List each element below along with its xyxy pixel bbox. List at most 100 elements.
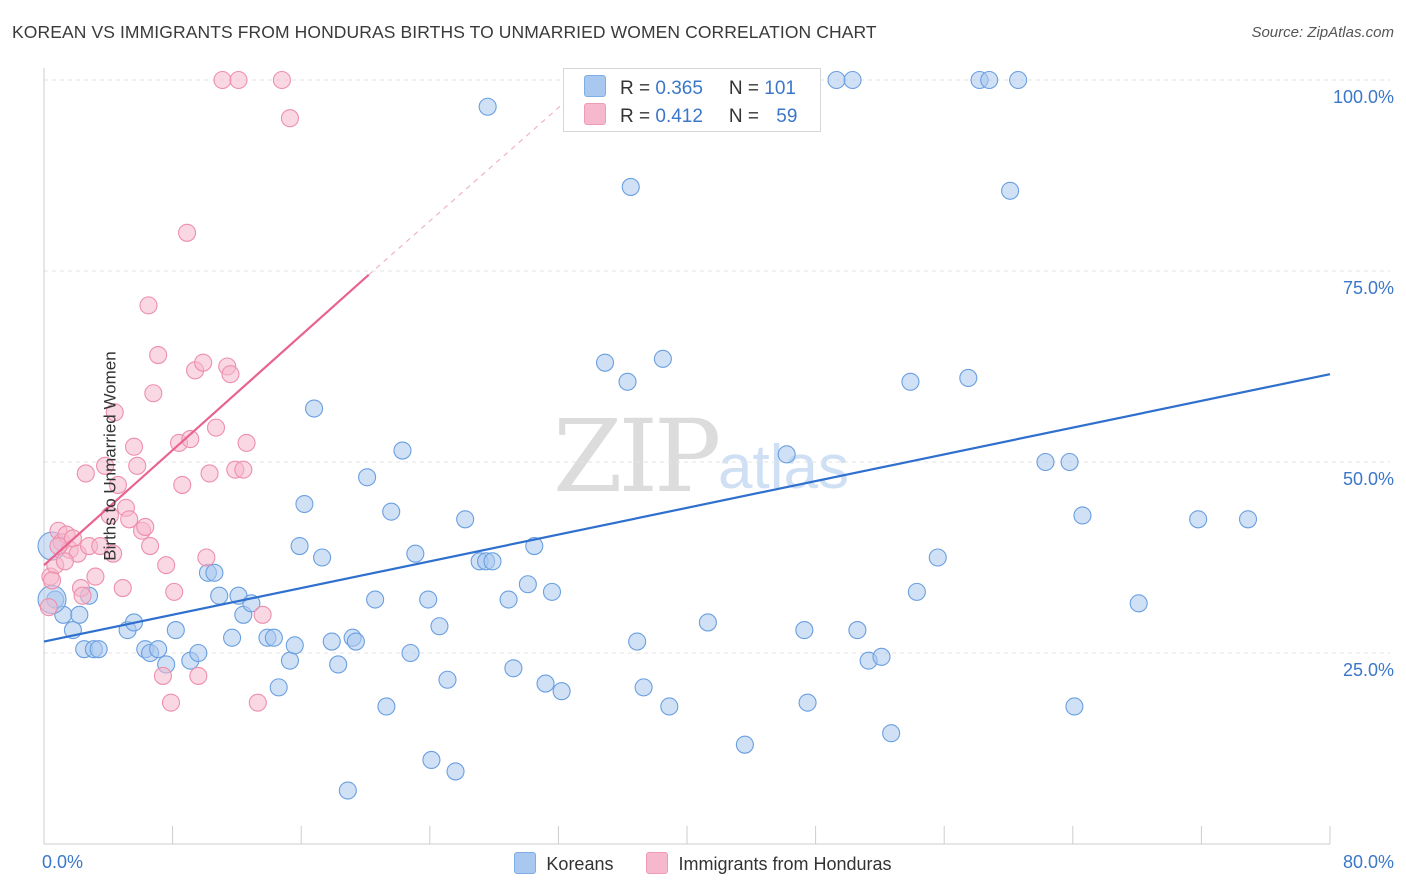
source-label: Source: ZipAtlas.com <box>1251 24 1394 41</box>
point-koreans <box>798 693 817 712</box>
point-honduras <box>149 345 168 365</box>
legend-item-koreans: Koreans <box>514 852 613 875</box>
legend-swatch-honduras <box>584 103 606 125</box>
legend-r-label: R = <box>620 78 656 99</box>
y-tick-label-100: 100.0% <box>1332 87 1394 107</box>
point-honduras <box>120 510 139 529</box>
legend-row-honduras: R = 0.412 N = 59 <box>584 103 797 128</box>
point-koreans <box>959 368 978 388</box>
point-koreans <box>518 575 537 594</box>
point-koreans <box>1238 510 1258 529</box>
point-koreans <box>872 647 891 666</box>
point-koreans <box>848 621 867 640</box>
point-honduras <box>157 556 176 575</box>
point-koreans <box>542 582 562 601</box>
point-koreans <box>1001 181 1020 200</box>
trendline-honduras-extension <box>368 71 599 276</box>
legend-r-label: R = <box>620 106 656 127</box>
stats-legend: R = 0.365 N = 101 R = 0.412 N = 59 <box>563 68 821 132</box>
point-koreans <box>295 494 314 514</box>
point-koreans <box>843 70 862 90</box>
point-koreans <box>285 636 304 655</box>
point-koreans <box>210 586 229 605</box>
point-koreans <box>660 697 679 716</box>
point-honduras <box>86 567 105 586</box>
point-honduras <box>104 544 123 563</box>
point-koreans <box>795 621 814 640</box>
point-koreans <box>928 548 947 567</box>
x-tick-label-max: 80.0% <box>1342 852 1394 872</box>
point-honduras <box>144 384 163 403</box>
point-koreans <box>366 590 385 609</box>
point-honduras <box>39 598 58 617</box>
point-koreans <box>205 563 224 582</box>
point-koreans <box>358 468 377 487</box>
point-honduras <box>173 475 192 494</box>
trendline-honduras <box>43 273 370 566</box>
point-koreans <box>70 605 89 624</box>
point-koreans <box>456 510 475 529</box>
point-koreans <box>1129 594 1148 613</box>
point-koreans <box>980 70 999 90</box>
point-koreans <box>653 349 672 368</box>
point-koreans <box>149 640 168 659</box>
point-koreans <box>525 536 544 556</box>
chart-title: KOREAN VS IMMIGRANTS FROM HONDURAS BIRTH… <box>12 22 877 42</box>
point-koreans <box>1009 70 1028 90</box>
point-honduras <box>128 456 147 475</box>
point-honduras <box>248 693 267 712</box>
point-koreans <box>882 724 901 743</box>
point-koreans <box>264 628 283 647</box>
point-koreans <box>223 628 242 647</box>
point-koreans <box>393 441 412 460</box>
point-koreans <box>269 678 288 697</box>
point-honduras <box>280 109 299 128</box>
legend-r-value: 0.412 <box>655 106 703 127</box>
point-koreans <box>907 582 926 601</box>
watermark-zip: ZIP <box>553 398 721 515</box>
point-honduras <box>189 666 208 685</box>
point-koreans <box>698 613 717 632</box>
legend-row-koreans: R = 0.365 N = 101 <box>584 75 796 100</box>
point-koreans <box>595 353 615 372</box>
point-honduras <box>113 579 132 598</box>
point-koreans <box>1073 506 1092 525</box>
point-koreans <box>483 552 502 571</box>
legend-swatch-koreans <box>514 852 537 874</box>
point-koreans <box>401 643 420 663</box>
point-honduras <box>221 365 240 384</box>
point-koreans <box>1189 510 1208 529</box>
y-axis-label: Births to Unmarried Women <box>100 351 120 561</box>
point-koreans <box>338 781 357 800</box>
point-honduras <box>136 517 155 536</box>
point-honduras <box>108 475 127 494</box>
point-koreans <box>901 372 920 391</box>
watermark-atlas: atlas <box>718 433 849 502</box>
point-koreans <box>322 632 341 651</box>
point-koreans <box>536 674 555 693</box>
trendline-koreans <box>43 373 1331 643</box>
point-koreans <box>430 617 449 636</box>
point-honduras <box>105 403 124 422</box>
point-honduras <box>161 693 181 712</box>
series-legend: Koreans Immigrants from Honduras <box>0 852 1406 875</box>
point-koreans <box>280 651 299 670</box>
point-honduras <box>124 437 144 456</box>
point-honduras <box>194 353 213 372</box>
point-honduras <box>229 70 248 90</box>
point-koreans <box>504 659 523 678</box>
point-koreans <box>422 750 441 770</box>
point-koreans <box>1065 697 1084 716</box>
point-honduras <box>253 605 272 624</box>
point-honduras <box>96 456 115 475</box>
legend-n-value: 101 <box>764 78 796 99</box>
point-honduras <box>200 464 219 483</box>
legend-swatch-honduras <box>646 852 669 874</box>
y-tick-label-75: 75.0% <box>1342 278 1394 298</box>
legend-swatch-koreans <box>584 75 606 97</box>
point-koreans <box>1060 452 1079 472</box>
point-honduras <box>55 552 74 571</box>
point-koreans <box>634 678 653 697</box>
point-koreans <box>329 655 348 674</box>
point-honduras <box>165 582 184 601</box>
